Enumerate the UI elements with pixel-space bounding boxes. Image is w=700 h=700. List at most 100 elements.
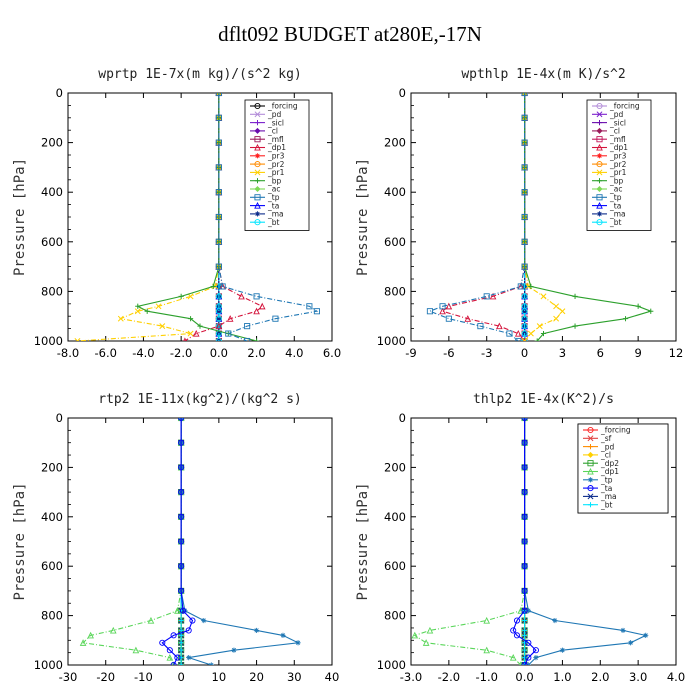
data-point-tp [201,617,207,624]
x-tick-label: -4.0 [132,346,154,360]
legend-marker [254,219,261,226]
data-point-bp [540,330,547,337]
data-point-bp [210,283,216,290]
x-tick-label: -9 [405,346,416,360]
data-point-ta [521,439,528,446]
data-point-tp [517,283,524,290]
legend-entry-label: _tp [600,476,613,485]
legend-marker [254,143,261,151]
data-point-tp [295,640,301,646]
x-tick-label: -6.0 [94,346,116,360]
data-point-tp [533,654,539,661]
x-tick-label: 6.0 [323,346,341,360]
legend-marker [596,102,603,110]
series-group [426,93,654,341]
data-point-ta [179,607,187,614]
legend-entry-label: _dp1 [600,467,619,476]
legend-marker [596,178,603,184]
data-point-tp [272,315,279,322]
data-point-tp [515,337,522,341]
data-point-ta [521,587,528,594]
legend-entry-label: _dp1 [609,143,628,152]
data-point-ta [178,489,185,496]
data-point-bt [178,627,184,634]
legend-marker [587,451,594,458]
y-tick-label: 0 [399,411,406,425]
data-point-ta [521,538,528,545]
series-line-pr1 [524,93,564,341]
data-point-bt [215,308,222,315]
data-point-bp [197,323,203,329]
legend-marker [596,194,603,201]
data-point-tp [521,238,528,245]
data-point-ta [521,513,528,520]
data-point-bp [648,308,654,314]
legend-entry-label: _pr2 [267,160,285,169]
data-point-pr1 [540,293,547,300]
x-tick-label: 4.0 [285,346,303,360]
data-point-tp [215,238,222,245]
series-group [411,418,649,665]
data-point-bt [178,654,184,661]
data-point-dp1 [174,607,181,614]
legend-entry-label: _pd [609,110,624,119]
x-tick-label: 3 [559,346,566,360]
data-point-ma [521,308,528,314]
data-point-pr1 [134,308,141,315]
legend-marker [596,211,603,217]
legend-marker [254,194,261,201]
data-point-ta [189,617,196,624]
x-tick-label: -2.0 [170,346,192,360]
data-point-bt [521,308,528,315]
data-point-dp1 [226,315,234,322]
legend-marker [596,111,603,118]
x-tick-label: -20 [96,670,115,684]
legend-marker [254,201,261,209]
legend-entry-label: _cl [600,451,611,460]
data-point-bt [178,632,184,638]
series-line-tp [180,418,301,665]
legend-marker [596,120,603,126]
legend-frame [586,99,652,231]
data-point-ta [521,661,528,665]
data-point-tp [559,647,566,653]
data-point-ta [174,654,181,661]
legend-entry-label: _tp [267,193,280,202]
legend-entry-label: _tp [609,193,622,202]
y-tick-label: 200 [41,136,63,150]
x-tick-label: 6 [597,346,604,360]
panel-3: rtp2 1E-11x(kg^2)/(kg^2 s) Pressure [hPa]… [12,392,669,684]
legend-entry-label: _dp2 [600,459,619,468]
data-point-dp1 [192,329,200,337]
data-point-dp1 [496,322,503,330]
data-point-ta [521,607,528,614]
legend-marker [254,161,261,168]
data-point-tp [215,164,222,171]
series-line-tp [218,93,319,341]
legend-marker [596,219,603,226]
data-point-ta [178,464,185,471]
legend-marker [587,485,594,492]
data-point-tp [552,617,558,624]
data-point-bt [521,323,528,330]
data-point-ta [170,632,177,639]
data-point-dp1 [87,631,94,639]
data-point-tp [231,647,237,653]
legend-entry-label: _pd [600,442,615,451]
legend-entry-label: _pr3 [609,152,627,161]
legend-marker [254,136,261,143]
data-point-ta [510,627,517,634]
legend-marker [596,161,603,168]
plot-frame [67,417,333,666]
legend-entry-label: _forcing [609,102,640,111]
x-tick-label: 10 [212,670,227,684]
data-point-bt [521,330,528,337]
panel-4: thlp2 1E-4x(K^2)/s Pressure [hPa] 0 200 400 6… [355,392,685,684]
x-tick-label: 0.0 [515,670,533,684]
data-point-bt [521,647,528,653]
legend: _forcing_pd_sicl_cl_mfl_dp1_pr3_pr2_pr1_… [586,99,652,231]
legend-entry-label: _bt [600,500,613,509]
x-tick-label: -8.0 [57,346,79,360]
data-point-pr1 [536,323,543,330]
x-tick-label: 12 [669,346,684,360]
